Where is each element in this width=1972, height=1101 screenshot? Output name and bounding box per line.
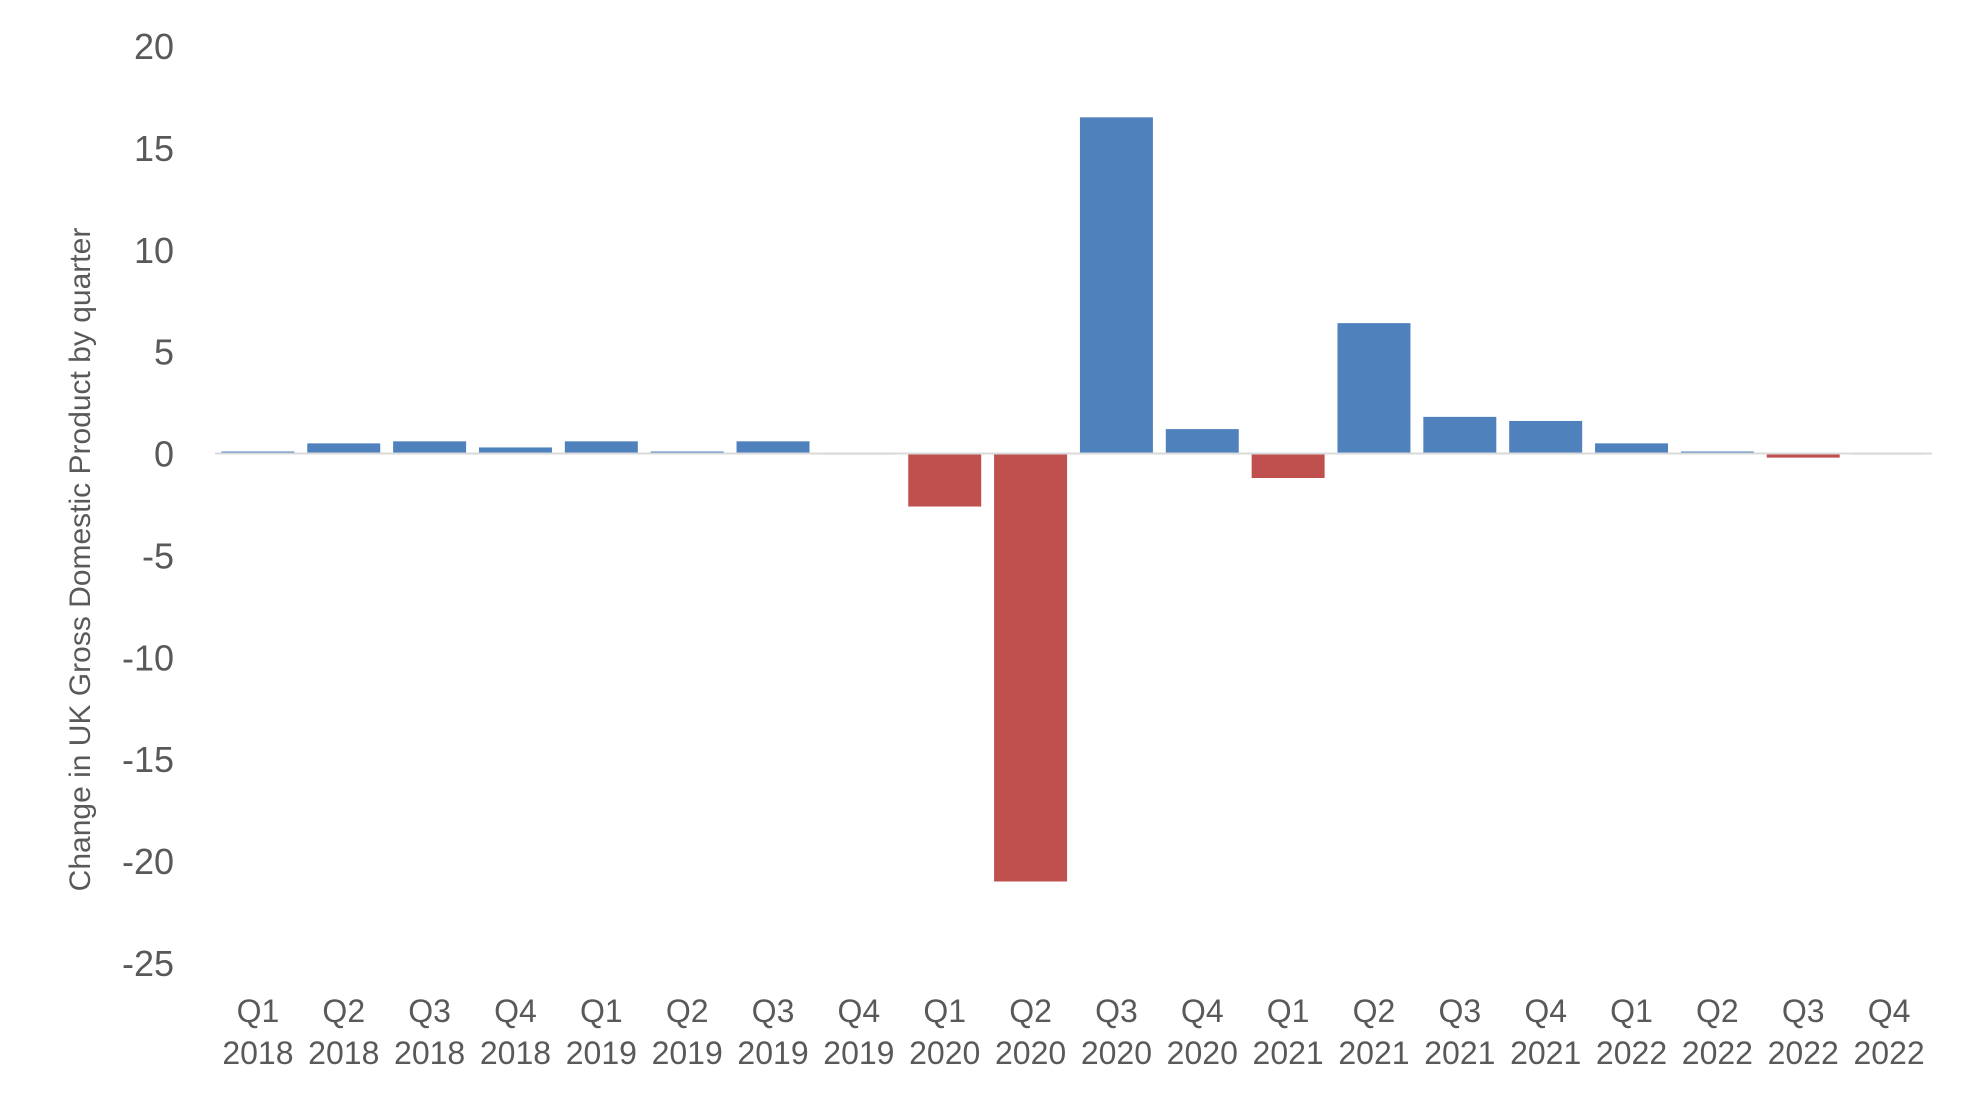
x-category-year: 2022 bbox=[1853, 1035, 1924, 1071]
x-category-label: Q4 2018 bbox=[480, 993, 551, 1071]
x-category-year: 2020 bbox=[909, 1035, 980, 1071]
x-category-quarter: Q1 bbox=[1267, 993, 1310, 1029]
x-category-label: Q4 2019 bbox=[823, 993, 894, 1071]
x-category-quarter: Q2 bbox=[1009, 993, 1052, 1029]
x-category-label: Q3 2022 bbox=[1768, 993, 1839, 1071]
y-axis-ticks: 20 15 10 5 0 -5 -10 -15 -20 -25 bbox=[122, 26, 174, 984]
bar-q3-2019 bbox=[736, 441, 810, 454]
bar-q1-2019 bbox=[564, 441, 638, 454]
x-category-label: Q2 2020 bbox=[995, 993, 1066, 1071]
y-tick-label: -10 bbox=[122, 637, 174, 678]
x-category-quarter: Q1 bbox=[580, 993, 623, 1029]
x-category-year: 2021 bbox=[1510, 1035, 1581, 1071]
y-tick-label: 15 bbox=[134, 128, 174, 169]
y-tick-label: 0 bbox=[154, 434, 174, 475]
bar-q3-2020 bbox=[1079, 117, 1153, 454]
x-category-year: 2021 bbox=[1253, 1035, 1324, 1071]
x-category-label: Q3 2019 bbox=[737, 993, 808, 1071]
x-category-year: 2019 bbox=[566, 1035, 637, 1071]
x-category-year: 2019 bbox=[737, 1035, 808, 1071]
x-category-year: 2020 bbox=[1167, 1035, 1238, 1071]
x-category-label: Q1 2018 bbox=[222, 993, 293, 1071]
x-category-quarter: Q3 bbox=[752, 993, 795, 1029]
x-category-label: Q2 2018 bbox=[308, 993, 379, 1071]
x-category-year: 2019 bbox=[652, 1035, 723, 1071]
x-category-quarter: Q1 bbox=[923, 993, 966, 1029]
bar-q4-2021 bbox=[1509, 420, 1583, 454]
x-category-quarter: Q2 bbox=[1696, 993, 1739, 1029]
x-category-year: 2020 bbox=[995, 1035, 1066, 1071]
y-tick-label: -5 bbox=[142, 535, 174, 576]
x-category-quarter: Q2 bbox=[666, 993, 709, 1029]
y-tick-label: 20 bbox=[134, 26, 174, 67]
x-category-label: Q1 2022 bbox=[1596, 993, 1667, 1071]
x-category-year: 2020 bbox=[1081, 1035, 1152, 1071]
bar-q2-2020 bbox=[994, 453, 1068, 882]
x-category-quarter: Q4 bbox=[1868, 993, 1911, 1029]
x-category-quarter: Q3 bbox=[1095, 993, 1138, 1029]
bar-q2-2022 bbox=[1680, 451, 1754, 454]
x-category-label: Q3 2021 bbox=[1424, 993, 1495, 1071]
x-category-quarter: Q4 bbox=[1181, 993, 1224, 1029]
x-category-label: Q4 2021 bbox=[1510, 993, 1581, 1071]
x-category-label: Q2 2019 bbox=[652, 993, 723, 1071]
bar-q1-2022 bbox=[1595, 443, 1669, 454]
bar-q3-2021 bbox=[1423, 416, 1497, 454]
x-category-label: Q4 2020 bbox=[1167, 993, 1238, 1071]
y-tick-label: 5 bbox=[154, 332, 174, 373]
x-category-year: 2022 bbox=[1596, 1035, 1667, 1071]
x-category-quarter: Q3 bbox=[1782, 993, 1825, 1029]
x-category-quarter: Q1 bbox=[1610, 993, 1653, 1029]
x-category-quarter: Q2 bbox=[322, 993, 365, 1029]
x-category-year: 2022 bbox=[1682, 1035, 1753, 1071]
bar-q1-2021 bbox=[1251, 453, 1325, 479]
y-axis-title: Change in UK Gross Domestic Product by q… bbox=[64, 228, 97, 892]
y-tick-label: -15 bbox=[122, 739, 174, 780]
x-axis-categories: Q1 2018 Q2 2018 Q3 2018 Q4 2018 Q1 2019 Q2 2019 Q3 20… bbox=[222, 993, 1924, 1071]
x-category-quarter: Q4 bbox=[838, 993, 881, 1029]
x-category-label: Q3 2018 bbox=[394, 993, 465, 1071]
x-category-quarter: Q4 bbox=[494, 993, 537, 1029]
x-category-year: 2018 bbox=[394, 1035, 465, 1071]
bar-q1-2020 bbox=[908, 453, 982, 507]
x-category-year: 2019 bbox=[823, 1035, 894, 1071]
x-category-label: Q2 2022 bbox=[1682, 993, 1753, 1071]
x-category-quarter: Q2 bbox=[1353, 993, 1396, 1029]
x-category-label: Q4 2022 bbox=[1853, 993, 1924, 1071]
bar-q3-2022 bbox=[1766, 453, 1840, 458]
bars bbox=[221, 117, 1926, 882]
bar-q4-2018 bbox=[478, 447, 552, 454]
x-category-label: Q3 2020 bbox=[1081, 993, 1152, 1071]
x-category-year: 2018 bbox=[480, 1035, 551, 1071]
x-category-label: Q2 2021 bbox=[1338, 993, 1409, 1071]
bar-q1-2018 bbox=[221, 451, 295, 454]
bar-q2-2021 bbox=[1337, 323, 1411, 454]
x-category-quarter: Q3 bbox=[1438, 993, 1481, 1029]
x-category-quarter: Q4 bbox=[1524, 993, 1567, 1029]
bar-q3-2018 bbox=[393, 441, 467, 454]
bar-q2-2018 bbox=[307, 443, 381, 454]
x-category-quarter: Q3 bbox=[408, 993, 451, 1029]
x-category-label: Q1 2021 bbox=[1253, 993, 1324, 1071]
x-category-quarter: Q1 bbox=[237, 993, 280, 1029]
x-category-year: 2018 bbox=[308, 1035, 379, 1071]
y-tick-label: -20 bbox=[122, 841, 174, 882]
x-category-year: 2022 bbox=[1768, 1035, 1839, 1071]
bar-q2-2019 bbox=[650, 451, 724, 454]
x-category-year: 2021 bbox=[1338, 1035, 1409, 1071]
x-category-label: Q1 2020 bbox=[909, 993, 980, 1071]
y-tick-label: 10 bbox=[134, 230, 174, 271]
bar-q4-2020 bbox=[1165, 429, 1239, 454]
x-category-year: 2021 bbox=[1424, 1035, 1495, 1071]
x-category-label: Q1 2019 bbox=[566, 993, 637, 1071]
y-tick-label: -25 bbox=[122, 943, 174, 984]
x-category-year: 2018 bbox=[222, 1035, 293, 1071]
